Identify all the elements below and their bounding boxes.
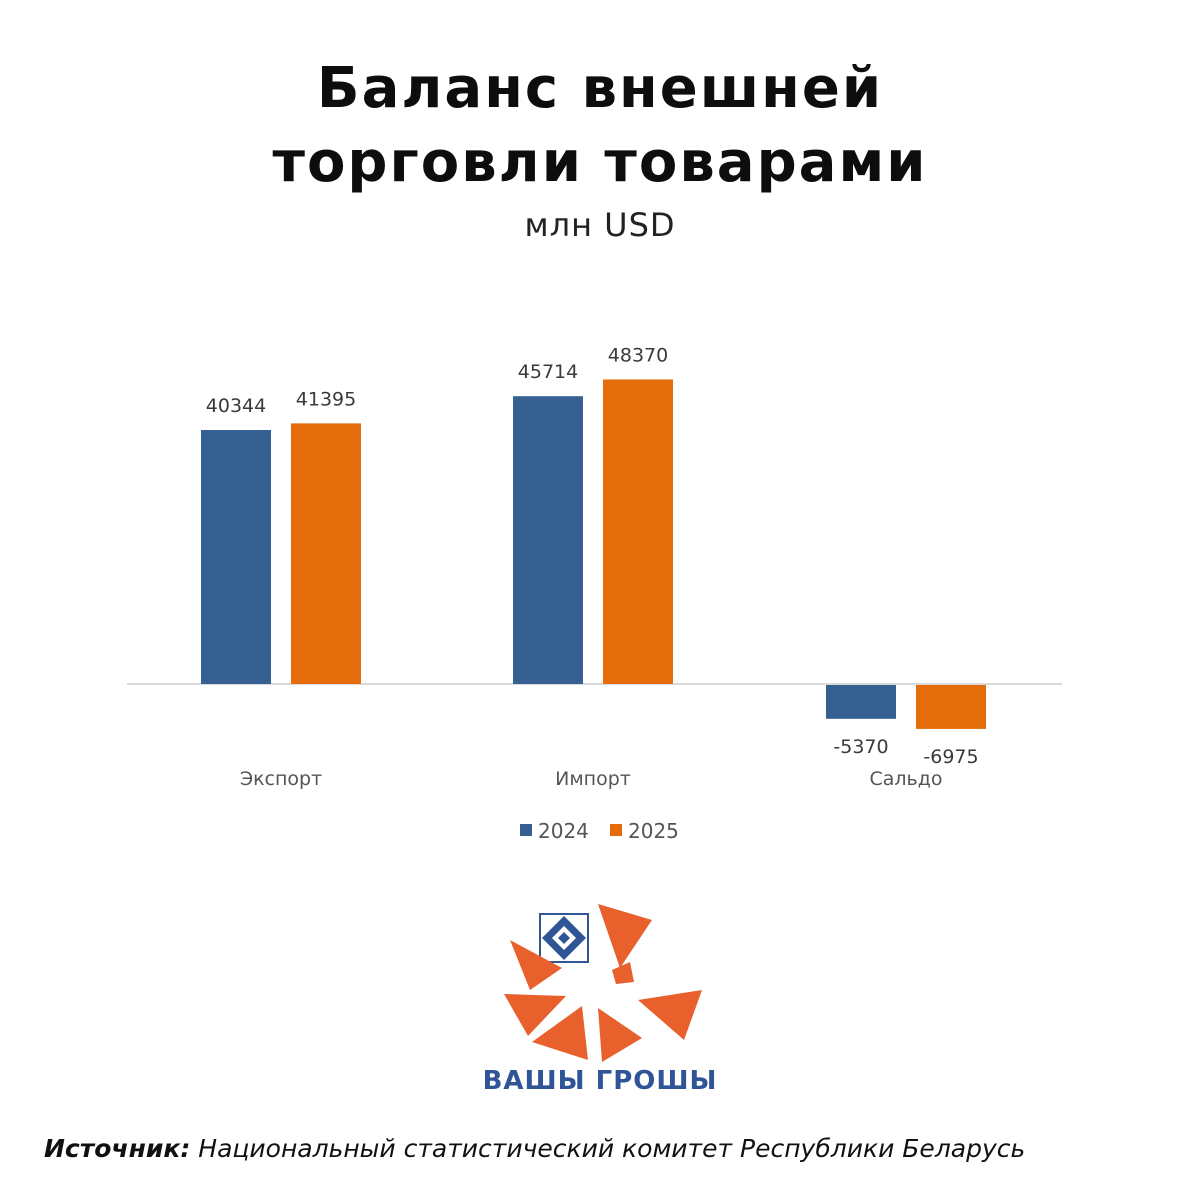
data-label-Экспорт-2025: 41395 [296,388,356,410]
source-label: Источник: [44,1134,191,1163]
source-note: Источник: Национальный статистический ко… [44,1134,1184,1163]
ornament-icon [539,913,589,963]
title-line-2: торговли товарами [272,130,928,195]
data-label-Импорт-2025: 48370 [608,344,668,366]
category-label-Экспорт: Экспорт [240,768,322,790]
logo-icon [504,904,702,1062]
category-label-Импорт: Импорт [555,768,631,790]
data-label-Сальдо-2025: -6975 [923,746,978,768]
category-label-Сальдо: Сальдо [869,768,942,790]
chart-title: Баланс внешней торговли товарами [0,52,1200,200]
bar-Сальдо-2024 [826,685,896,719]
brand-name: ВАШЫ ГРОШЫ [482,1066,718,1096]
brand-logo [470,890,730,1110]
title-line-1: Баланс внешней [316,56,884,121]
bar-Экспорт-2024 [201,430,271,684]
bar-Экспорт-2025 [291,423,361,684]
data-label-Сальдо-2024: -5370 [833,736,888,758]
bar-Импорт-2025 [603,379,673,684]
bar-chart: 40344 41395 Экспорт 45714 48370 Импорт -5370 -6… [127,344,1062,843]
unit-subtitle: млн USD [524,206,676,244]
legend-label-2024: 2024 [538,819,589,843]
bar-Импорт-2024 [513,396,583,684]
legend-label-2025: 2025 [628,819,679,843]
bar-Сальдо-2025 [916,685,986,729]
data-label-Экспорт-2024: 40344 [206,395,266,417]
data-label-Импорт-2024: 45714 [518,361,578,383]
legend-swatch-2024 [520,824,532,836]
source-text: Национальный статистический комитет Респ… [198,1134,1026,1163]
legend-swatch-2025 [610,824,622,836]
